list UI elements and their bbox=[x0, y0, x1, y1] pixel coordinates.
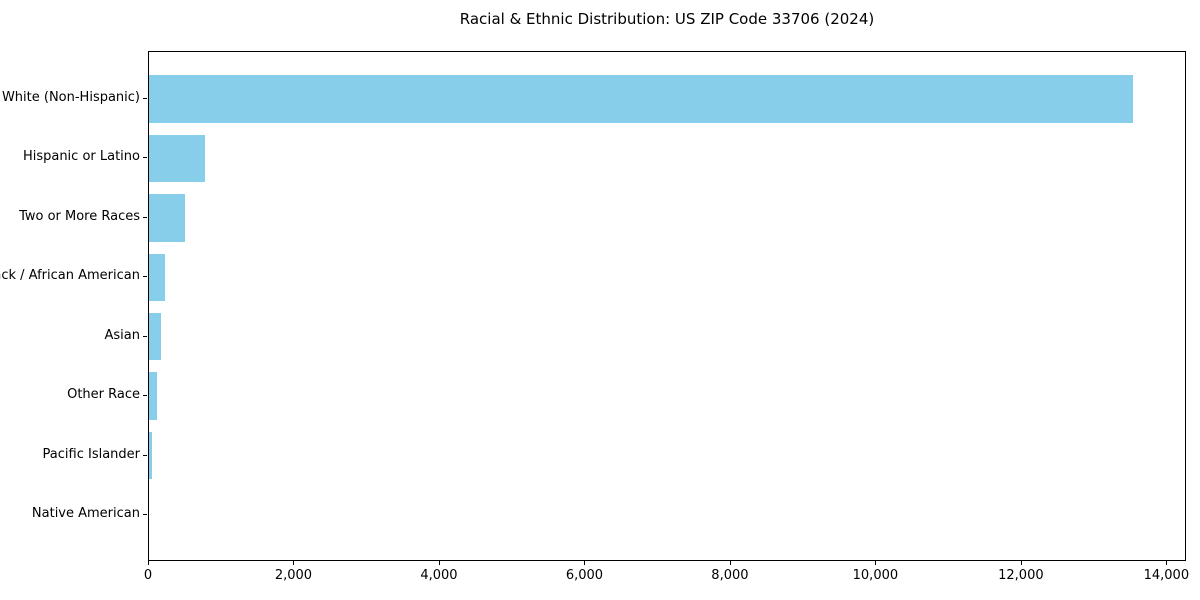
x-tick-label: 6,000 bbox=[565, 568, 604, 583]
y-tick-mark bbox=[143, 335, 147, 337]
y-tick-label: Hispanic or Latino bbox=[22, 149, 140, 165]
x-tick-label: 4,000 bbox=[420, 568, 458, 583]
plot-area bbox=[148, 51, 1186, 561]
chart-title: Racial & Ethnic Distribution: US ZIP Cod… bbox=[459, 10, 875, 28]
bar bbox=[149, 194, 185, 242]
y-tick-label: Other Race bbox=[67, 387, 140, 403]
bar bbox=[149, 75, 1134, 123]
bar bbox=[149, 312, 161, 361]
y-tick-mark bbox=[143, 514, 147, 516]
x-tick-label: 0 bbox=[143, 568, 153, 583]
x-tick-mark bbox=[1166, 561, 1168, 565]
y-tick-label: White (Non-Hispanic) bbox=[1, 89, 140, 105]
x-tick-mark bbox=[293, 561, 295, 565]
y-tick-mark bbox=[143, 97, 147, 99]
bar bbox=[149, 253, 165, 302]
y-tick-mark bbox=[143, 276, 147, 278]
bar bbox=[149, 134, 206, 183]
x-tick-label: 14,000 bbox=[1143, 568, 1190, 583]
bar bbox=[149, 372, 157, 420]
y-tick-label: Pacific Islander bbox=[42, 446, 140, 462]
y-tick-label: Asian bbox=[104, 327, 140, 343]
x-tick-mark bbox=[584, 561, 586, 565]
y-tick-label: Two or More Races bbox=[19, 208, 140, 224]
x-tick-label: 8,000 bbox=[711, 568, 749, 583]
x-tick-mark bbox=[729, 561, 731, 565]
x-tick-mark bbox=[438, 561, 440, 565]
y-tick-mark bbox=[143, 157, 147, 159]
bar bbox=[149, 431, 152, 480]
x-tick-mark bbox=[875, 561, 877, 565]
x-tick-mark bbox=[148, 561, 149, 565]
y-tick-mark bbox=[143, 216, 147, 218]
x-tick-label: 10,000 bbox=[852, 568, 899, 583]
y-tick-mark bbox=[143, 395, 147, 397]
x-tick-label: 2,000 bbox=[274, 568, 313, 583]
y-tick-label: Black / African American bbox=[0, 268, 140, 284]
x-tick-mark bbox=[1020, 561, 1022, 565]
y-tick-mark bbox=[143, 454, 147, 456]
x-tick-label: 12,000 bbox=[998, 568, 1044, 583]
y-tick-label: Native American bbox=[31, 506, 140, 522]
